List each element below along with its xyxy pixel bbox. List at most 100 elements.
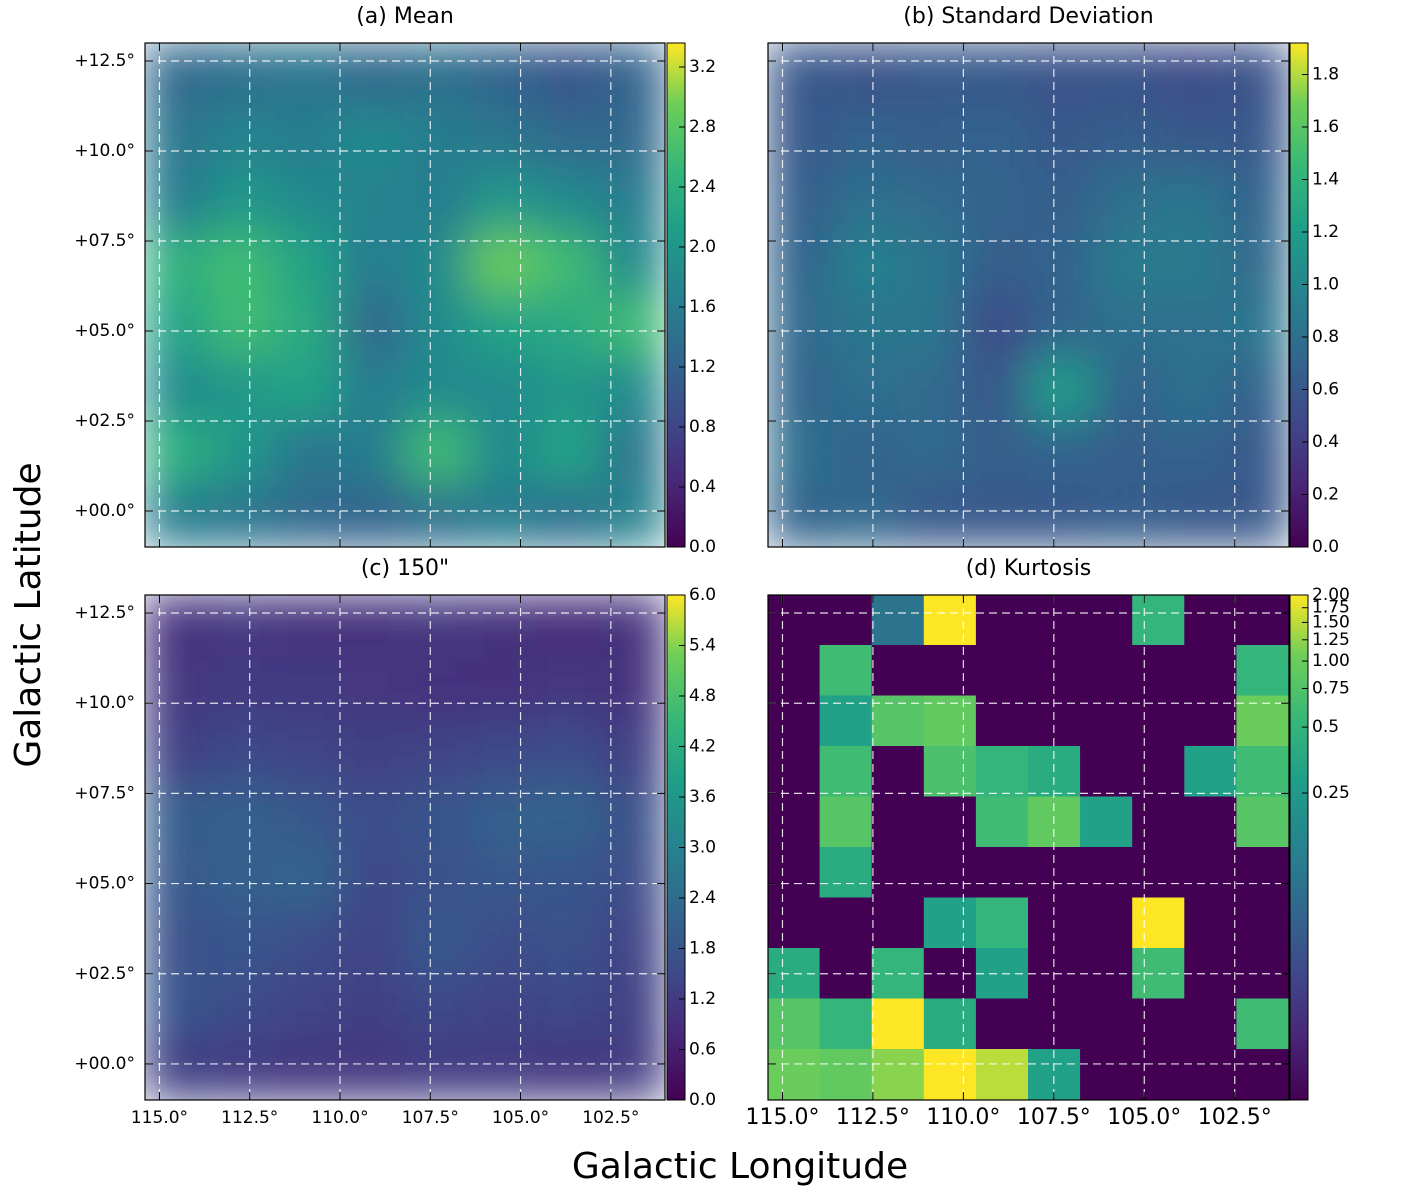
heat-cell (469, 1036, 536, 1100)
heat-cell (1132, 897, 1186, 949)
heat-cell (819, 796, 873, 848)
heat-cell (962, 105, 1029, 170)
heat-cell (599, 483, 665, 547)
plot-frame (144, 42, 666, 548)
heat-cell (339, 910, 406, 975)
heat-cell (145, 420, 211, 485)
heat-cell (599, 1036, 665, 1100)
heat-cell (534, 168, 601, 233)
heat-cell (534, 483, 601, 547)
heat-cell (469, 910, 536, 975)
heat-cell (339, 657, 406, 722)
heat-cell (209, 483, 276, 547)
heat-cell (1093, 43, 1160, 107)
heat-cell (209, 847, 276, 912)
x-tick-label: 112.5° (221, 1108, 278, 1128)
heat-cell (404, 420, 471, 485)
heat-cell (339, 973, 406, 1038)
heat-cell (404, 783, 471, 848)
heat-cell (534, 357, 601, 422)
heat-cell (1028, 231, 1095, 296)
heat-cell (1028, 43, 1095, 107)
heat-cell (469, 973, 536, 1038)
heat-cell (975, 1049, 1029, 1100)
heat-cell (1028, 294, 1095, 359)
panel-title: (a) Mean (356, 4, 454, 29)
heat-cell (1236, 746, 1289, 798)
heat-cell (1132, 595, 1186, 646)
heat-cell (339, 294, 406, 359)
heat-cell (1028, 595, 1082, 646)
heat-cell (339, 783, 406, 848)
heat-cell (975, 847, 1029, 899)
x-tick-label: 107.5° (1017, 1105, 1091, 1130)
heat-cell (923, 645, 977, 697)
heat-cell (274, 847, 341, 912)
heat-cell (209, 973, 276, 1038)
heat-cell (1223, 357, 1289, 422)
heat-cell (1236, 998, 1289, 1050)
plot-frame (767, 594, 1290, 1101)
heat-cell (923, 998, 977, 1050)
heatmap-inner (145, 595, 665, 1100)
heat-cell (404, 105, 471, 170)
heat-cell (1028, 746, 1082, 798)
heat-cell (404, 1036, 471, 1100)
heat-cell (1028, 168, 1095, 233)
heat-cell (1158, 105, 1225, 170)
heat-cell (145, 483, 211, 547)
heat-cell (534, 657, 601, 722)
heatmap-inner (145, 43, 665, 547)
heat-cell (897, 483, 964, 547)
heat-cell (962, 483, 1029, 547)
heat-cell (404, 973, 471, 1038)
heat-cell (404, 231, 471, 296)
panel: (c) 150" 115.0° 112.5° 110.0° 107.5° 105.0° 10… (74, 556, 716, 1128)
heatmap-cells (768, 43, 1289, 547)
heat-cell (768, 847, 821, 899)
heat-cell (209, 168, 276, 233)
heat-cell (768, 483, 834, 547)
heat-cell (871, 796, 925, 848)
heat-cell (768, 595, 821, 646)
heat-cell (897, 43, 964, 107)
heat-cell (274, 231, 341, 296)
heat-cell (832, 231, 899, 296)
heat-cell (339, 420, 406, 485)
heat-cell (871, 847, 925, 899)
heat-cell (1158, 168, 1225, 233)
heat-cell (145, 657, 211, 722)
heat-cell (923, 847, 977, 899)
colorbar-tick-label: 0.0 (689, 537, 716, 557)
heat-cell (274, 357, 341, 422)
colorbar-tick-label: 0.8 (1312, 327, 1339, 347)
heat-cell (1236, 796, 1289, 848)
heat-cell (209, 657, 276, 722)
heat-cell (897, 294, 964, 359)
heat-cell (832, 420, 899, 485)
y-tick-label: +12.5° (74, 51, 135, 71)
heat-cell (274, 168, 341, 233)
heat-cell (768, 43, 834, 107)
heat-cell (819, 998, 873, 1050)
heat-cell (1028, 105, 1095, 170)
heat-cell (534, 720, 601, 785)
x-tick-label: 110.0° (926, 1105, 1000, 1130)
y-tick-label: +07.5° (74, 231, 135, 251)
x-tick-label: 102.5° (582, 1108, 639, 1128)
heatmap-inner (768, 43, 1289, 547)
heat-cell (1184, 1049, 1238, 1100)
colorbar-tick-label: 2.4 (689, 177, 716, 197)
heat-cell (1093, 231, 1160, 296)
heat-cell (897, 168, 964, 233)
heat-cell (768, 105, 834, 170)
x-tick-label: 105.0° (1107, 1105, 1181, 1130)
heat-cell (469, 420, 536, 485)
heat-cell (768, 294, 834, 359)
colorbar-tick-label: 2.4 (689, 888, 716, 908)
heat-cell (404, 720, 471, 785)
heat-cell (1223, 105, 1289, 170)
heat-cell (599, 973, 665, 1038)
heat-cell (1132, 1049, 1186, 1100)
heat-cell (923, 1049, 977, 1100)
